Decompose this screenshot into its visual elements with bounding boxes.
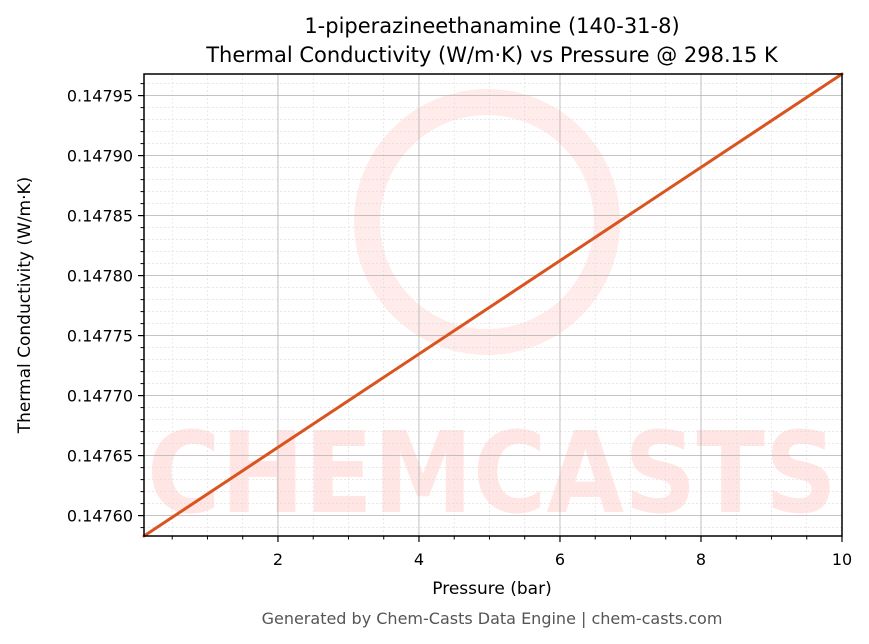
y-tick-label: 0.14770	[67, 387, 133, 406]
y-axis: 0.14760 0.14765 0.14770 0.14775 0.14780 0.147…	[67, 83, 144, 529]
series-line	[142, 72, 844, 538]
plot-frame	[143, 73, 843, 537]
x-tick-label: 4	[414, 550, 424, 569]
y-axis-label: Thermal Conductivity (W/m·K)	[15, 177, 35, 435]
watermark: CHEMCASTS	[147, 89, 837, 539]
y-tick-label: 0.14760	[67, 507, 133, 526]
watermark-ring-icon	[354, 89, 620, 355]
y-tick-label: 0.14785	[67, 207, 133, 226]
y-tick-label: 0.14795	[67, 87, 133, 106]
footer-credit: Generated by Chem-Casts Data Engine | ch…	[262, 609, 723, 628]
y-tick-label: 0.14765	[67, 447, 133, 466]
x-tick-label: 8	[696, 550, 706, 569]
y-tick-label: 0.14775	[67, 327, 133, 346]
chart-title: 1-piperazineethanamine (140-31-8)	[304, 14, 679, 38]
watermark-text: CHEMCASTS	[147, 409, 837, 539]
x-axis: 2 4 6 8 10	[171, 536, 852, 569]
chart-subtitle: Thermal Conductivity (W/m·K) vs Pressure…	[205, 43, 779, 67]
y-tick-label: 0.14780	[67, 267, 133, 286]
x-tick-label: 6	[555, 550, 565, 569]
series-layer	[142, 72, 844, 538]
grid-minor	[144, 74, 842, 536]
x-tick-label: 10	[832, 550, 852, 569]
y-tick-label: 0.14790	[67, 147, 133, 166]
x-tick-label: 2	[273, 550, 283, 569]
grid-major	[144, 74, 843, 536]
x-axis-label: Pressure (bar)	[432, 579, 551, 599]
